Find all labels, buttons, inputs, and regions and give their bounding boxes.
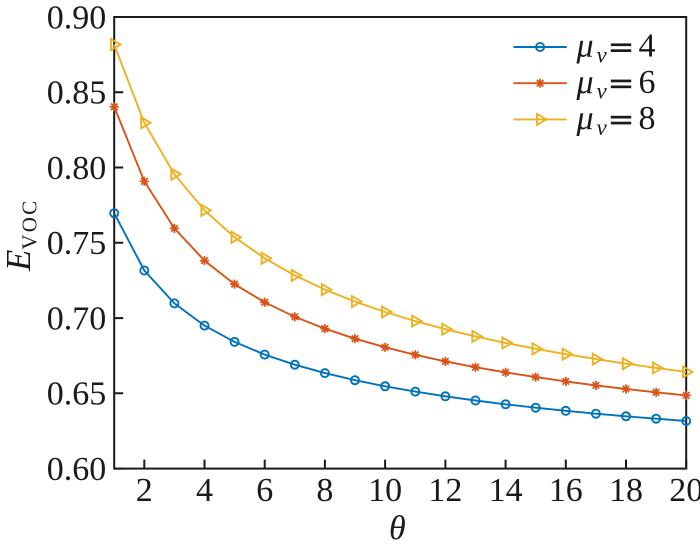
svg-text:0.60: 0.60 xyxy=(47,451,107,488)
svg-text:v: v xyxy=(597,115,608,140)
svg-text:10: 10 xyxy=(368,472,402,509)
svg-text:v: v xyxy=(597,43,608,68)
svg-text:18: 18 xyxy=(609,472,643,509)
svg-text:0.80: 0.80 xyxy=(47,150,107,187)
svg-text:θ: θ xyxy=(389,510,406,546)
svg-text:12: 12 xyxy=(428,472,462,509)
svg-text:0.85: 0.85 xyxy=(47,75,107,112)
svg-text:4: 4 xyxy=(196,472,213,509)
svg-text:0.65: 0.65 xyxy=(47,376,107,413)
svg-text:14: 14 xyxy=(489,472,523,509)
svg-text:20: 20 xyxy=(669,472,700,509)
svg-text:0.90: 0.90 xyxy=(47,0,107,36)
svg-text:μ: μ xyxy=(576,64,594,101)
svg-text:2: 2 xyxy=(136,472,153,509)
svg-text:8: 8 xyxy=(639,100,656,137)
svg-text:0.75: 0.75 xyxy=(47,225,107,262)
svg-text:6: 6 xyxy=(256,472,273,509)
svg-text:μ: μ xyxy=(576,100,594,137)
svg-text:8: 8 xyxy=(316,472,333,509)
svg-text:4: 4 xyxy=(639,28,656,65)
svg-text:6: 6 xyxy=(639,64,656,101)
svg-text:0.70: 0.70 xyxy=(47,300,107,337)
svg-text:v: v xyxy=(597,79,608,104)
svg-text:μ: μ xyxy=(576,28,594,65)
svg-text:16: 16 xyxy=(549,472,583,509)
